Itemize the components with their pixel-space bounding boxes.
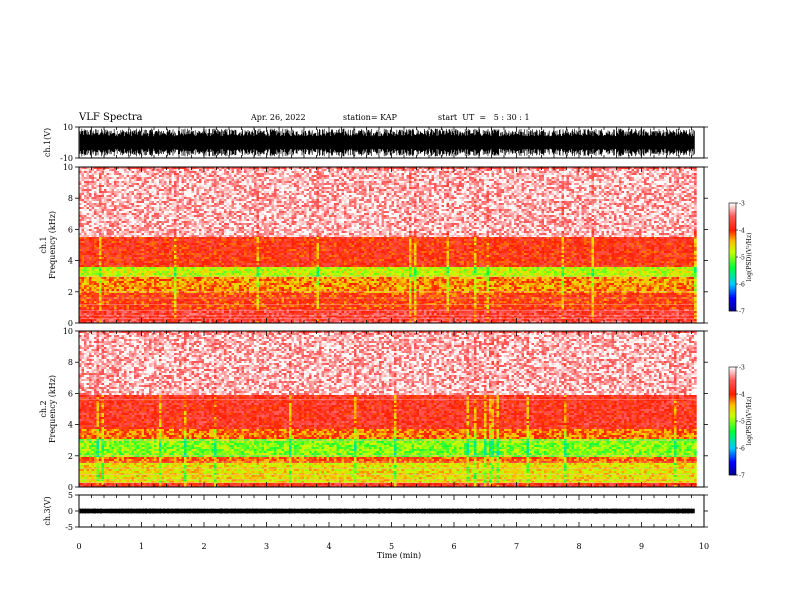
ch1-spectrogram-colorbar bbox=[729, 203, 736, 311]
ch1-spectrogram-tick-label: 2 bbox=[68, 288, 73, 297]
colorbar-tick-label: -4 bbox=[739, 228, 745, 235]
ch1-spectrogram-tick-label: 4 bbox=[68, 257, 73, 266]
x-tick-label: 9 bbox=[639, 542, 644, 551]
x-tick-label: 10 bbox=[699, 542, 709, 551]
ch1-waveform-trace bbox=[80, 129, 694, 157]
colorbar-tick-label: -3 bbox=[739, 201, 745, 208]
x-tick-label: 7 bbox=[514, 542, 519, 551]
ch1-spectrogram-ylabel: ch.1 bbox=[39, 236, 48, 253]
x-tick-label: 5 bbox=[389, 542, 394, 551]
colorbar-tick-label: -3 bbox=[739, 365, 745, 372]
ch3-waveform-trace bbox=[80, 508, 694, 513]
ch1-spectrogram-image bbox=[79, 167, 697, 323]
ch1-waveform-tick-label: -10 bbox=[60, 154, 73, 163]
ch2-spectrogram-tick-label: 4 bbox=[68, 421, 73, 430]
ch2-spectrogram-ylabel: ch.2 bbox=[39, 400, 48, 417]
ch1-waveform-tick-label: 10 bbox=[63, 123, 73, 132]
ch2-spectrogram-colorbar bbox=[729, 367, 736, 475]
ch3-waveform-ylabel: ch.3(V) bbox=[43, 496, 52, 525]
x-tick-label: 3 bbox=[264, 542, 269, 551]
x-tick-label: 1 bbox=[139, 542, 144, 551]
x-tick-label: 2 bbox=[201, 542, 206, 551]
ch2-spectrogram-tick-label: 10 bbox=[63, 327, 73, 336]
colorbar-tick-label: -6 bbox=[739, 446, 745, 453]
plot-svg: 10-10ch.1(V)0246810ch.1 Frequency (kHz)-3… bbox=[0, 0, 792, 612]
colorbar-tick-label: -4 bbox=[739, 392, 745, 399]
colorbar-tick-label: -7 bbox=[739, 473, 745, 480]
vlf-figure: VLF Spectra Apr. 26, 2022 station= KAP s… bbox=[0, 0, 792, 612]
ch2-spectrogram-tick-label: 2 bbox=[68, 452, 73, 461]
colorbar-tick-label: -5 bbox=[739, 255, 745, 262]
ch1-spectrogram-tick-label: 8 bbox=[68, 194, 73, 203]
x-tick-label: 6 bbox=[451, 542, 456, 551]
colorbar-label: log(PSD)(V²/Hz) bbox=[746, 397, 753, 446]
ch2-spectrogram-ylabel: Frequency (kHz) bbox=[48, 375, 57, 443]
x-tick-label: 0 bbox=[76, 542, 81, 551]
x-axis-label: Time (min) bbox=[377, 551, 421, 560]
ch2-spectrogram-image bbox=[79, 331, 697, 487]
colorbar-tick-label: -6 bbox=[739, 282, 745, 289]
ch1-waveform-ylabel: ch.1(V) bbox=[43, 128, 52, 157]
colorbar-tick-label: -7 bbox=[739, 309, 745, 316]
ch3-waveform-tick-label: 0 bbox=[68, 507, 73, 516]
colorbar-label: log(PSD)(V²/Hz) bbox=[746, 233, 753, 282]
ch3-waveform-tick-label: 5 bbox=[68, 491, 73, 500]
x-tick-label: 4 bbox=[326, 542, 331, 551]
ch2-spectrogram-tick-label: 8 bbox=[68, 358, 73, 367]
ch1-spectrogram-tick-label: 6 bbox=[68, 225, 73, 234]
ch3-waveform-tick-label: -5 bbox=[65, 523, 73, 532]
colorbar-tick-label: -5 bbox=[739, 419, 745, 426]
x-tick-label: 8 bbox=[576, 542, 581, 551]
ch2-spectrogram-tick-label: 6 bbox=[68, 389, 73, 398]
ch1-spectrogram-tick-label: 10 bbox=[63, 163, 73, 172]
ch1-spectrogram-ylabel: Frequency (kHz) bbox=[48, 211, 57, 279]
